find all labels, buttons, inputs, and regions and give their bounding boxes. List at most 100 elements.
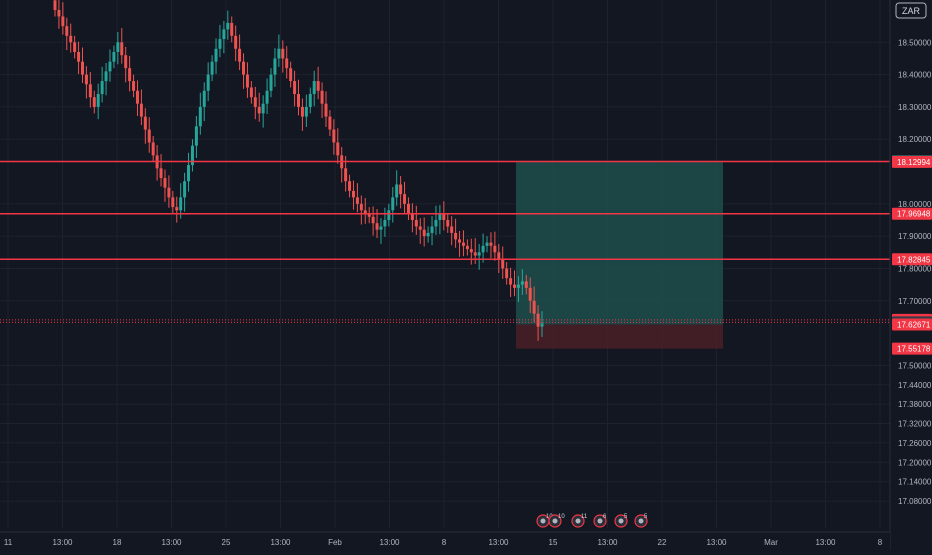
candle-body-117 [513,284,517,288]
price-badge-entry-bg [892,318,932,331]
candle-body-80 [367,213,371,217]
candle-body-61 [293,81,297,94]
candle-body-94 [422,229,426,237]
candle-body-55 [269,74,273,91]
profit-zone[interactable] [516,161,723,325]
loss-zone[interactable] [516,324,723,349]
candle-body-42 [218,39,222,49]
grid [0,0,890,528]
candle-body-5 [73,42,77,52]
price-tick-label-6: 17.80000 [898,264,932,273]
candle-body-40 [210,61,214,75]
event-badge-count-2: 11 [581,514,588,520]
candle-body-2 [61,16,65,27]
event-badge-icon-3 [597,518,603,524]
price-tick-label-0: 18.50000 [898,38,932,47]
candle-body-65 [308,94,312,107]
candle-body-30 [171,197,175,208]
candle-body-87 [395,184,399,198]
candle-body-45 [230,22,234,36]
candle-body-91 [410,213,414,220]
candle-body-24 [147,129,151,143]
price-tick-label-1: 18.40000 [898,71,932,80]
candle-body-36 [194,126,198,146]
price-axis[interactable]: 18.50000 18.40000 18.30000 18.20000 18.00000… [889,0,932,550]
price-tick-label-3: 18.20000 [898,135,932,144]
candle-body-109 [481,245,485,253]
time-axis[interactable]: 11 13:00 18 13:00 25 13:00 Feb 13:00 8 13:00 15 13:… [0,531,890,550]
position-zones[interactable] [516,161,723,349]
candle-body-62 [297,94,300,107]
time-tick-label-9: 13:00 [488,538,509,547]
candle-body-7 [80,61,84,75]
candle-body-13 [104,71,108,82]
candle-body-27 [159,168,163,178]
price-axis-bg [890,0,932,550]
candle-body-81 [371,216,375,224]
time-tick-label-4: 25 [222,538,231,547]
candle-body-69 [324,103,328,117]
price-tick-label-11: 17.32000 [898,420,932,429]
candle-body-83 [379,226,383,230]
candle-body-113 [497,252,501,259]
candle-body-29 [167,187,171,198]
time-tick-label-13: 13:00 [706,538,727,547]
candle-body-41 [214,48,218,62]
price-badge-hline-2-label: 17.82845 [897,255,931,264]
time-tick-label-0: 11 [4,538,13,547]
candle-body-67 [316,81,320,91]
time-tick-label-3: 13:00 [161,538,182,547]
candle-body-119 [520,281,524,285]
candle-body-23 [143,116,147,130]
candle-body-50 [249,87,253,98]
candle-body-75 [348,181,352,191]
candle-body-86 [391,197,395,211]
time-tick-label-11: 13:00 [597,538,618,547]
candle-body-46 [234,35,238,49]
price-badge-hline-1-bg [892,207,932,220]
candle-body-116 [509,278,513,285]
candle-body-37 [198,106,202,127]
candle-body-106 [469,249,473,253]
candle-body-8 [84,74,88,85]
event-badges[interactable]: 10 10 11 6 5 5 [536,514,648,528]
candle-body-97 [434,220,438,227]
candle-body-6 [77,52,81,62]
candle-body-68 [320,90,324,104]
candle-body-118 [516,284,520,288]
candle-body-43 [222,29,226,40]
price-tick-label-8: 17.50000 [898,361,932,370]
candle-body-63 [300,106,304,117]
candle-body-18 [124,55,128,69]
candle-body-107 [473,252,477,256]
event-badge-count-3: 6 [603,514,607,520]
candle-body-35 [190,145,194,166]
time-axis-bg [0,532,890,550]
time-tick-label-12: 22 [658,538,667,547]
price-tick-label-7: 17.70000 [898,297,932,306]
candle-body-39 [206,74,210,91]
candle-body-115 [505,268,509,279]
price-badge-stop-label: 17.55178 [897,345,931,354]
candle-body-0 [53,0,57,10]
time-tick-label-16: 8 [878,538,883,547]
candle-body-16 [116,42,120,52]
time-tick-label-6: Feb [328,538,342,547]
candle-body-14 [108,61,112,72]
candle-body-9 [88,84,92,98]
candle-body-60 [289,68,293,82]
candle-body-102 [454,232,458,240]
event-badge-icon-5 [638,518,644,524]
candle-body-85 [387,210,391,220]
price-tick-label-10: 17.38000 [898,400,932,409]
candle-body-123 [536,313,540,327]
candle-body-44 [226,22,230,30]
candle-body-56 [273,58,277,75]
candle-body-34 [187,165,191,182]
currency-box[interactable]: ZAR [895,2,927,19]
candle-body-20 [132,81,136,91]
candle-body-89 [403,194,407,204]
horizontal-lines[interactable] [0,160,890,323]
